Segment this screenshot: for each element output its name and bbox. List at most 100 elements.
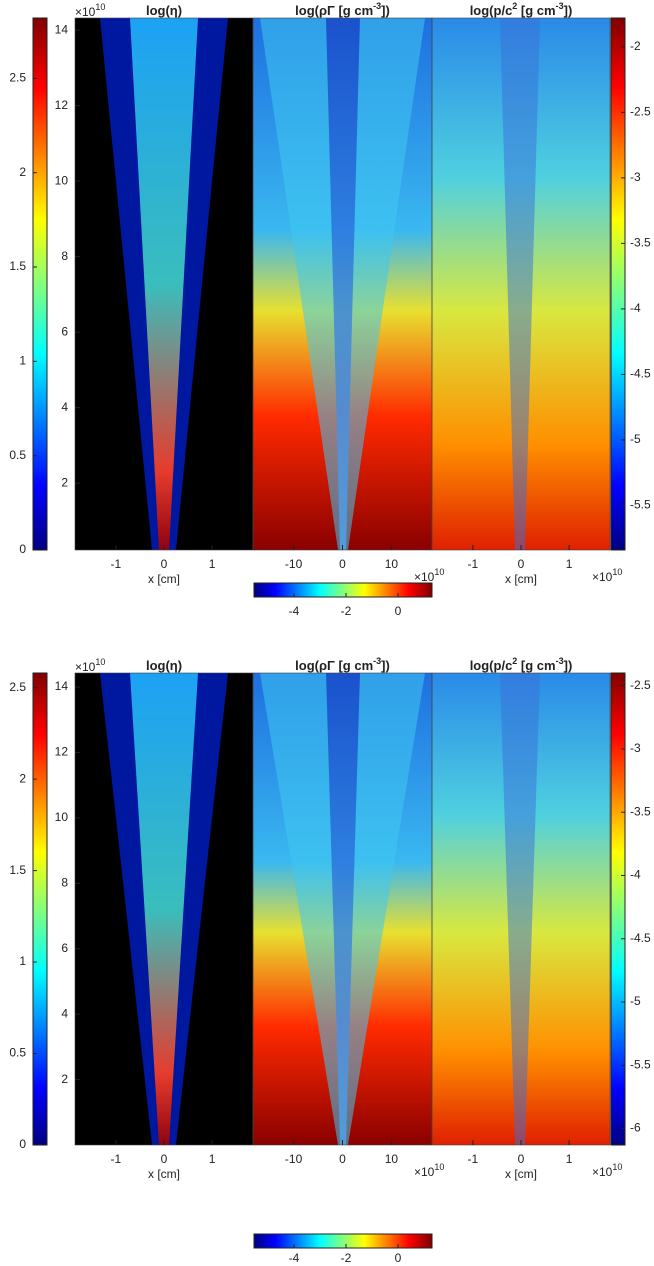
y-tick-label: 4 <box>61 400 68 414</box>
y-exponent-superscript: 10 <box>95 657 105 667</box>
colorbar <box>253 582 433 598</box>
subplot-title-superscript: -3 <box>556 656 564 666</box>
colorbar-tick-label: -2 <box>341 1251 352 1265</box>
x-tick-label: -10 <box>285 1152 303 1166</box>
subplot-title-part: log(p/c <box>470 658 513 673</box>
colorbar-tick-label: -6 <box>630 1121 641 1135</box>
colorbar-tick-label: 0 <box>395 1251 402 1265</box>
colorbar-tick-label: -5.5 <box>630 1057 651 1071</box>
y-tick-label: 2 <box>61 475 68 489</box>
subplot-title: log(ρΓ [g cm-3]) <box>295 656 390 673</box>
subplot-title-superscript: -3 <box>373 1 381 11</box>
colorbar-tick-label: -4 <box>630 301 641 315</box>
x-exponent-superscript: 10 <box>612 1162 622 1172</box>
colorbar-tick-label: 2 <box>19 771 26 785</box>
subplot-title-part: ]) <box>564 658 573 673</box>
y-tick-label: 4 <box>61 1006 68 1020</box>
colorbar-tick-label: -2 <box>341 604 352 618</box>
x-tick-label: -1 <box>111 1152 122 1166</box>
y-tick-label: 12 <box>55 98 69 112</box>
x-tick-label: -1 <box>468 1152 479 1166</box>
x-axis-label: x [cm] <box>505 1167 537 1181</box>
colorbar <box>610 17 626 551</box>
x-tick-label: 0 <box>161 557 168 571</box>
subplot-title-superscript: -3 <box>373 656 381 666</box>
colorbar-tick-label: -5 <box>630 994 641 1008</box>
x-axis-label: x [cm] <box>148 1167 180 1181</box>
heatmap-image <box>500 18 540 550</box>
colorbar-tick-label: -3.5 <box>630 804 651 818</box>
colorbar-tick-label: -3 <box>630 741 641 755</box>
colorbar-tick-label: 0 <box>395 604 402 618</box>
x-tick-label: 1 <box>209 1152 216 1166</box>
colorbar-tick-label: -4 <box>289 604 300 618</box>
x-tick-label: -1 <box>111 557 122 571</box>
colorbar-tick-label: 1 <box>19 954 26 968</box>
heatmap-image <box>130 18 198 550</box>
x-exponent: ×1010 <box>414 1162 444 1179</box>
subplot-title-part: ]) <box>564 3 573 18</box>
x-axis-label: x [cm] <box>505 572 537 586</box>
colorbar <box>253 1233 433 1249</box>
heatmap-image <box>326 18 360 550</box>
x-axis-label: x [cm] <box>148 572 180 586</box>
colorbar-tick-label: -2.5 <box>630 105 651 119</box>
colorbar-tick-label: -4.5 <box>630 931 651 945</box>
x-exponent-part: ×10 <box>592 570 613 584</box>
colorbar-tick-label: 0.5 <box>9 1046 26 1060</box>
x-exponent: ×1010 <box>592 567 622 584</box>
colorbar <box>610 672 626 1146</box>
y-tick-label: 10 <box>55 810 69 824</box>
colorbar-tick-label: -2 <box>630 39 641 53</box>
heatmap-image <box>130 673 198 1145</box>
y-tick-label: 14 <box>55 679 69 693</box>
subplot-title-part: ]) <box>381 658 390 673</box>
subplot-title: log(ρΓ [g cm-3]) <box>295 1 390 18</box>
x-tick-label: 1 <box>566 1152 573 1166</box>
x-tick-label: 0 <box>161 1152 168 1166</box>
colorbar-tick-label: -4 <box>630 868 641 882</box>
x-exponent: ×1010 <box>592 1162 622 1179</box>
y-exponent-part: ×10 <box>75 660 96 674</box>
colorbar-tick-label: 0.5 <box>9 448 26 462</box>
colorbar-tick-label: -4.5 <box>630 367 651 381</box>
x-tick-label: 0 <box>339 1152 346 1166</box>
subplot-title: log(p/c2 [g cm-3]) <box>470 656 573 673</box>
x-exponent-part: ×10 <box>414 570 435 584</box>
subplot-title-superscript: 2 <box>512 656 517 666</box>
subplot-title-part: log(p/c <box>470 3 513 18</box>
x-tick-label: 0 <box>339 557 346 571</box>
colorbar-tick-label: -5.5 <box>630 498 651 512</box>
y-tick-label: 2 <box>61 1072 68 1086</box>
colorbar-tick-label: -2.5 <box>630 678 651 692</box>
x-exponent-superscript: 10 <box>434 1162 444 1172</box>
x-exponent: ×1010 <box>414 567 444 584</box>
colorbar-tick-label: 1.5 <box>9 863 26 877</box>
colorbar <box>32 672 48 1146</box>
colorbar <box>32 17 48 551</box>
colorbar-tick-label: -3 <box>630 170 641 184</box>
y-tick-label: 6 <box>61 941 68 955</box>
y-exponent-superscript: 10 <box>95 2 105 12</box>
colorbar-tick-label: 1.5 <box>9 259 26 273</box>
colorbar-tick-label: -5 <box>630 432 641 446</box>
x-tick-label: 0 <box>518 557 525 571</box>
subplot-title-part: [g cm <box>517 3 555 18</box>
colorbar-tick-label: 0 <box>19 1137 26 1151</box>
colorbar-tick-label: -3.5 <box>630 236 651 250</box>
x-exponent-superscript: 10 <box>612 567 622 577</box>
x-exponent-superscript: 10 <box>434 567 444 577</box>
colorbar-tick-label: 2.5 <box>9 680 26 694</box>
y-tick-label: 12 <box>55 745 69 759</box>
y-exponent: ×1010 <box>75 657 105 674</box>
x-tick-label: 0 <box>518 1152 525 1166</box>
subplot-title: log(p/c2 [g cm-3]) <box>470 1 573 18</box>
y-tick-label: 14 <box>55 22 69 36</box>
subplot-title-superscript: 2 <box>512 1 517 11</box>
colorbar-tick-label: 0 <box>19 542 26 556</box>
y-exponent-part: ×10 <box>75 5 96 19</box>
subplot-title-part: log(ρΓ [g cm <box>295 3 373 18</box>
y-tick-label: 8 <box>61 875 68 889</box>
subplot-title-part: ]) <box>381 3 390 18</box>
